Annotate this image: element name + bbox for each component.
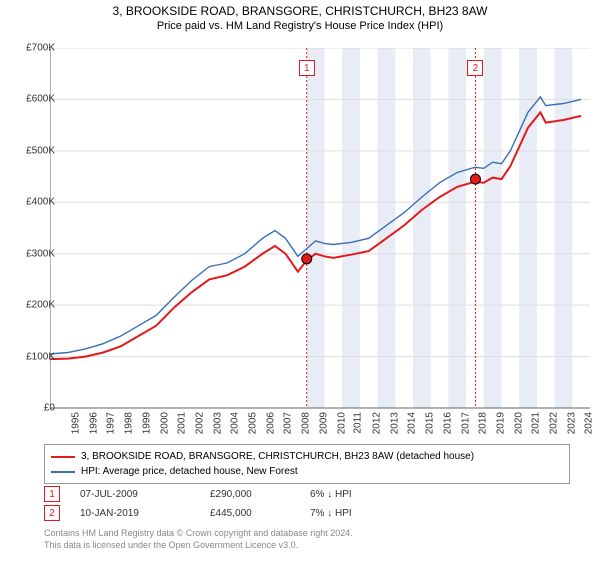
xtick-label: 2021: [531, 412, 542, 434]
xtick-label: 2001: [176, 412, 187, 434]
legend-label-hpi: HPI: Average price, detached house, New …: [81, 464, 298, 479]
xtick-label: 2020: [513, 412, 524, 434]
legend-swatch-hpi: [51, 471, 75, 473]
sale-date-1: 07-JUL-2009: [80, 489, 210, 500]
legend-row-property: 3, BROOKSIDE ROAD, BRANSGORE, CHRISTCHUR…: [51, 449, 563, 464]
xtick-label: 2009: [318, 412, 329, 434]
event-marker-2: 2: [467, 60, 483, 76]
xtick-label: 2023: [566, 412, 577, 434]
ytick-label: £200K: [7, 300, 55, 311]
xtick-label: 2013: [389, 412, 400, 434]
sales-table: 1 07-JUL-2009 £290,000 6% ↓ HPI 2 10-JAN…: [44, 486, 410, 524]
xtick-label: 2019: [495, 412, 506, 434]
sale-row-1: 1 07-JUL-2009 £290,000 6% ↓ HPI: [44, 486, 410, 502]
ytick-label: £600K: [7, 94, 55, 105]
xtick-label: 2003: [212, 412, 223, 434]
xtick-label: 2024: [584, 412, 595, 434]
xtick-label: 1999: [141, 412, 152, 434]
sale-price-2: £445,000: [210, 508, 310, 519]
sale-date-2: 10-JAN-2019: [80, 508, 210, 519]
chart-title: 3, BROOKSIDE ROAD, BRANSGORE, CHRISTCHUR…: [0, 4, 600, 18]
xtick-label: 2002: [194, 412, 205, 434]
xtick-label: 1995: [70, 412, 81, 434]
xtick-label: 2017: [460, 412, 471, 434]
sale-price-1: £290,000: [210, 489, 310, 500]
xtick-label: 2014: [407, 412, 418, 434]
footer-line2: This data is licensed under the Open Gov…: [44, 540, 353, 552]
ytick-label: £500K: [7, 145, 55, 156]
xtick-label: 2004: [230, 412, 241, 434]
chart-subtitle: Price paid vs. HM Land Registry's House …: [0, 20, 600, 32]
xtick-label: 2000: [159, 412, 170, 434]
xtick-label: 2008: [300, 412, 311, 434]
footer-line1: Contains HM Land Registry data © Crown c…: [44, 528, 353, 540]
ytick-label: £100K: [7, 351, 55, 362]
sale-delta-2: 7% ↓ HPI: [310, 508, 410, 519]
xtick-label: 1996: [88, 412, 99, 434]
ytick-label: £700K: [7, 43, 55, 54]
chart-svg: [50, 48, 590, 418]
legend-swatch-property: [51, 456, 75, 458]
xtick-label: 1997: [106, 412, 117, 434]
xtick-label: 2006: [265, 412, 276, 434]
xtick-label: 2011: [353, 412, 364, 434]
xtick-label: 2018: [477, 412, 488, 434]
legend-label-property: 3, BROOKSIDE ROAD, BRANSGORE, CHRISTCHUR…: [81, 449, 474, 464]
xtick-label: 2022: [548, 412, 559, 434]
xtick-label: 2005: [247, 412, 258, 434]
ytick-label: £300K: [7, 248, 55, 259]
chart-area: [50, 48, 590, 418]
ytick-label: £400K: [7, 197, 55, 208]
event-marker-1: 1: [299, 60, 315, 76]
footer-note: Contains HM Land Registry data © Crown c…: [44, 528, 353, 551]
ytick-label: £0: [7, 403, 55, 414]
chart-container: 3, BROOKSIDE ROAD, BRANSGORE, CHRISTCHUR…: [0, 4, 600, 564]
xtick-label: 1998: [123, 412, 134, 434]
sale-delta-1: 6% ↓ HPI: [310, 489, 410, 500]
xtick-label: 2012: [371, 412, 382, 434]
xtick-label: 2007: [283, 412, 294, 434]
xtick-label: 2010: [336, 412, 347, 434]
xtick-label: 2016: [442, 412, 453, 434]
sale-marker-2: 2: [44, 505, 60, 521]
sale-row-2: 2 10-JAN-2019 £445,000 7% ↓ HPI: [44, 505, 410, 521]
sale-marker-1: 1: [44, 486, 60, 502]
xtick-label: 2015: [424, 412, 435, 434]
legend-row-hpi: HPI: Average price, detached house, New …: [51, 464, 563, 479]
legend-box: 3, BROOKSIDE ROAD, BRANSGORE, CHRISTCHUR…: [44, 444, 570, 484]
